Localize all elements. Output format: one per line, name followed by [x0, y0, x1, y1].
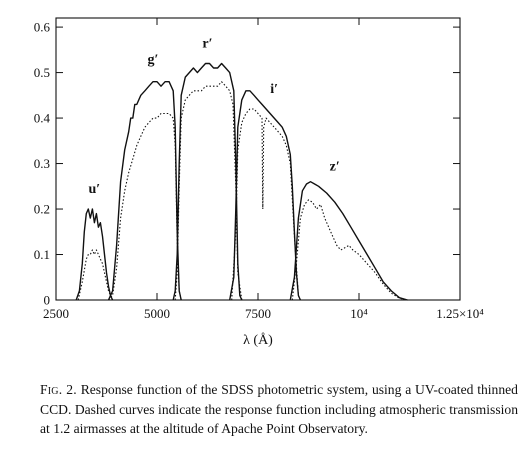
response-function-figure: 2500 5000 7500 10⁴ 1.25×10⁴ 0 0.1 0.2 0.3 0.4 0.5 0…	[34, 17, 484, 348]
y-tick-label: 0	[44, 293, 51, 308]
x-tick-label: 7500	[245, 306, 271, 321]
curve-u-dotted	[77, 249, 114, 301]
band-label-r: r′	[202, 37, 212, 52]
band-label-g: g′	[147, 52, 158, 67]
curve-i-solid	[229, 90, 302, 301]
curve-i-dotted	[231, 108, 301, 301]
curve-r-dotted	[174, 81, 243, 301]
band-label-i: i′	[270, 82, 278, 97]
x-tick-label: 5000	[144, 306, 170, 321]
band-label-u: u′	[89, 182, 101, 197]
y-tick-label: 0.1	[34, 247, 50, 262]
curve-u-solid	[75, 208, 114, 301]
band-labels: u′ g′ r′ i′ z′	[89, 37, 340, 198]
band-label-z: z′	[330, 159, 340, 174]
curve-g-solid	[107, 80, 182, 301]
y-tick-label: 0.2	[34, 202, 50, 217]
x-tick-label: 10⁴	[350, 306, 368, 321]
caption-text: Response function of the SDSS photometri…	[40, 382, 518, 436]
x-tick-label: 1.25×10⁴	[436, 306, 484, 321]
x-tick-label: 2500	[43, 306, 69, 321]
axis-ticks: 2500 5000 7500 10⁴ 1.25×10⁴ 0 0.1 0.2 0.3 0.4 0.5 0…	[34, 18, 484, 321]
y-tick-label: 0.6	[34, 20, 51, 35]
response-curves	[75, 62, 408, 301]
curve-r-solid	[172, 62, 243, 301]
caption-label: Fig. 2.	[40, 382, 77, 397]
y-tick-label: 0.4	[34, 111, 51, 126]
y-tick-label: 0.5	[34, 65, 50, 80]
curve-z-solid	[289, 180, 408, 301]
y-tick-label: 0.3	[34, 156, 50, 171]
curve-z-dotted	[291, 199, 408, 301]
response-function-chart: 2500 5000 7500 10⁴ 1.25×10⁴ 0 0.1 0.2 0.3 0.4 0.5 0…	[34, 17, 484, 348]
plot-frame	[55, 17, 461, 301]
figure-caption: Fig. 2. Response function of the SDSS ph…	[40, 380, 518, 439]
x-axis-label: λ (Å)	[243, 332, 273, 348]
